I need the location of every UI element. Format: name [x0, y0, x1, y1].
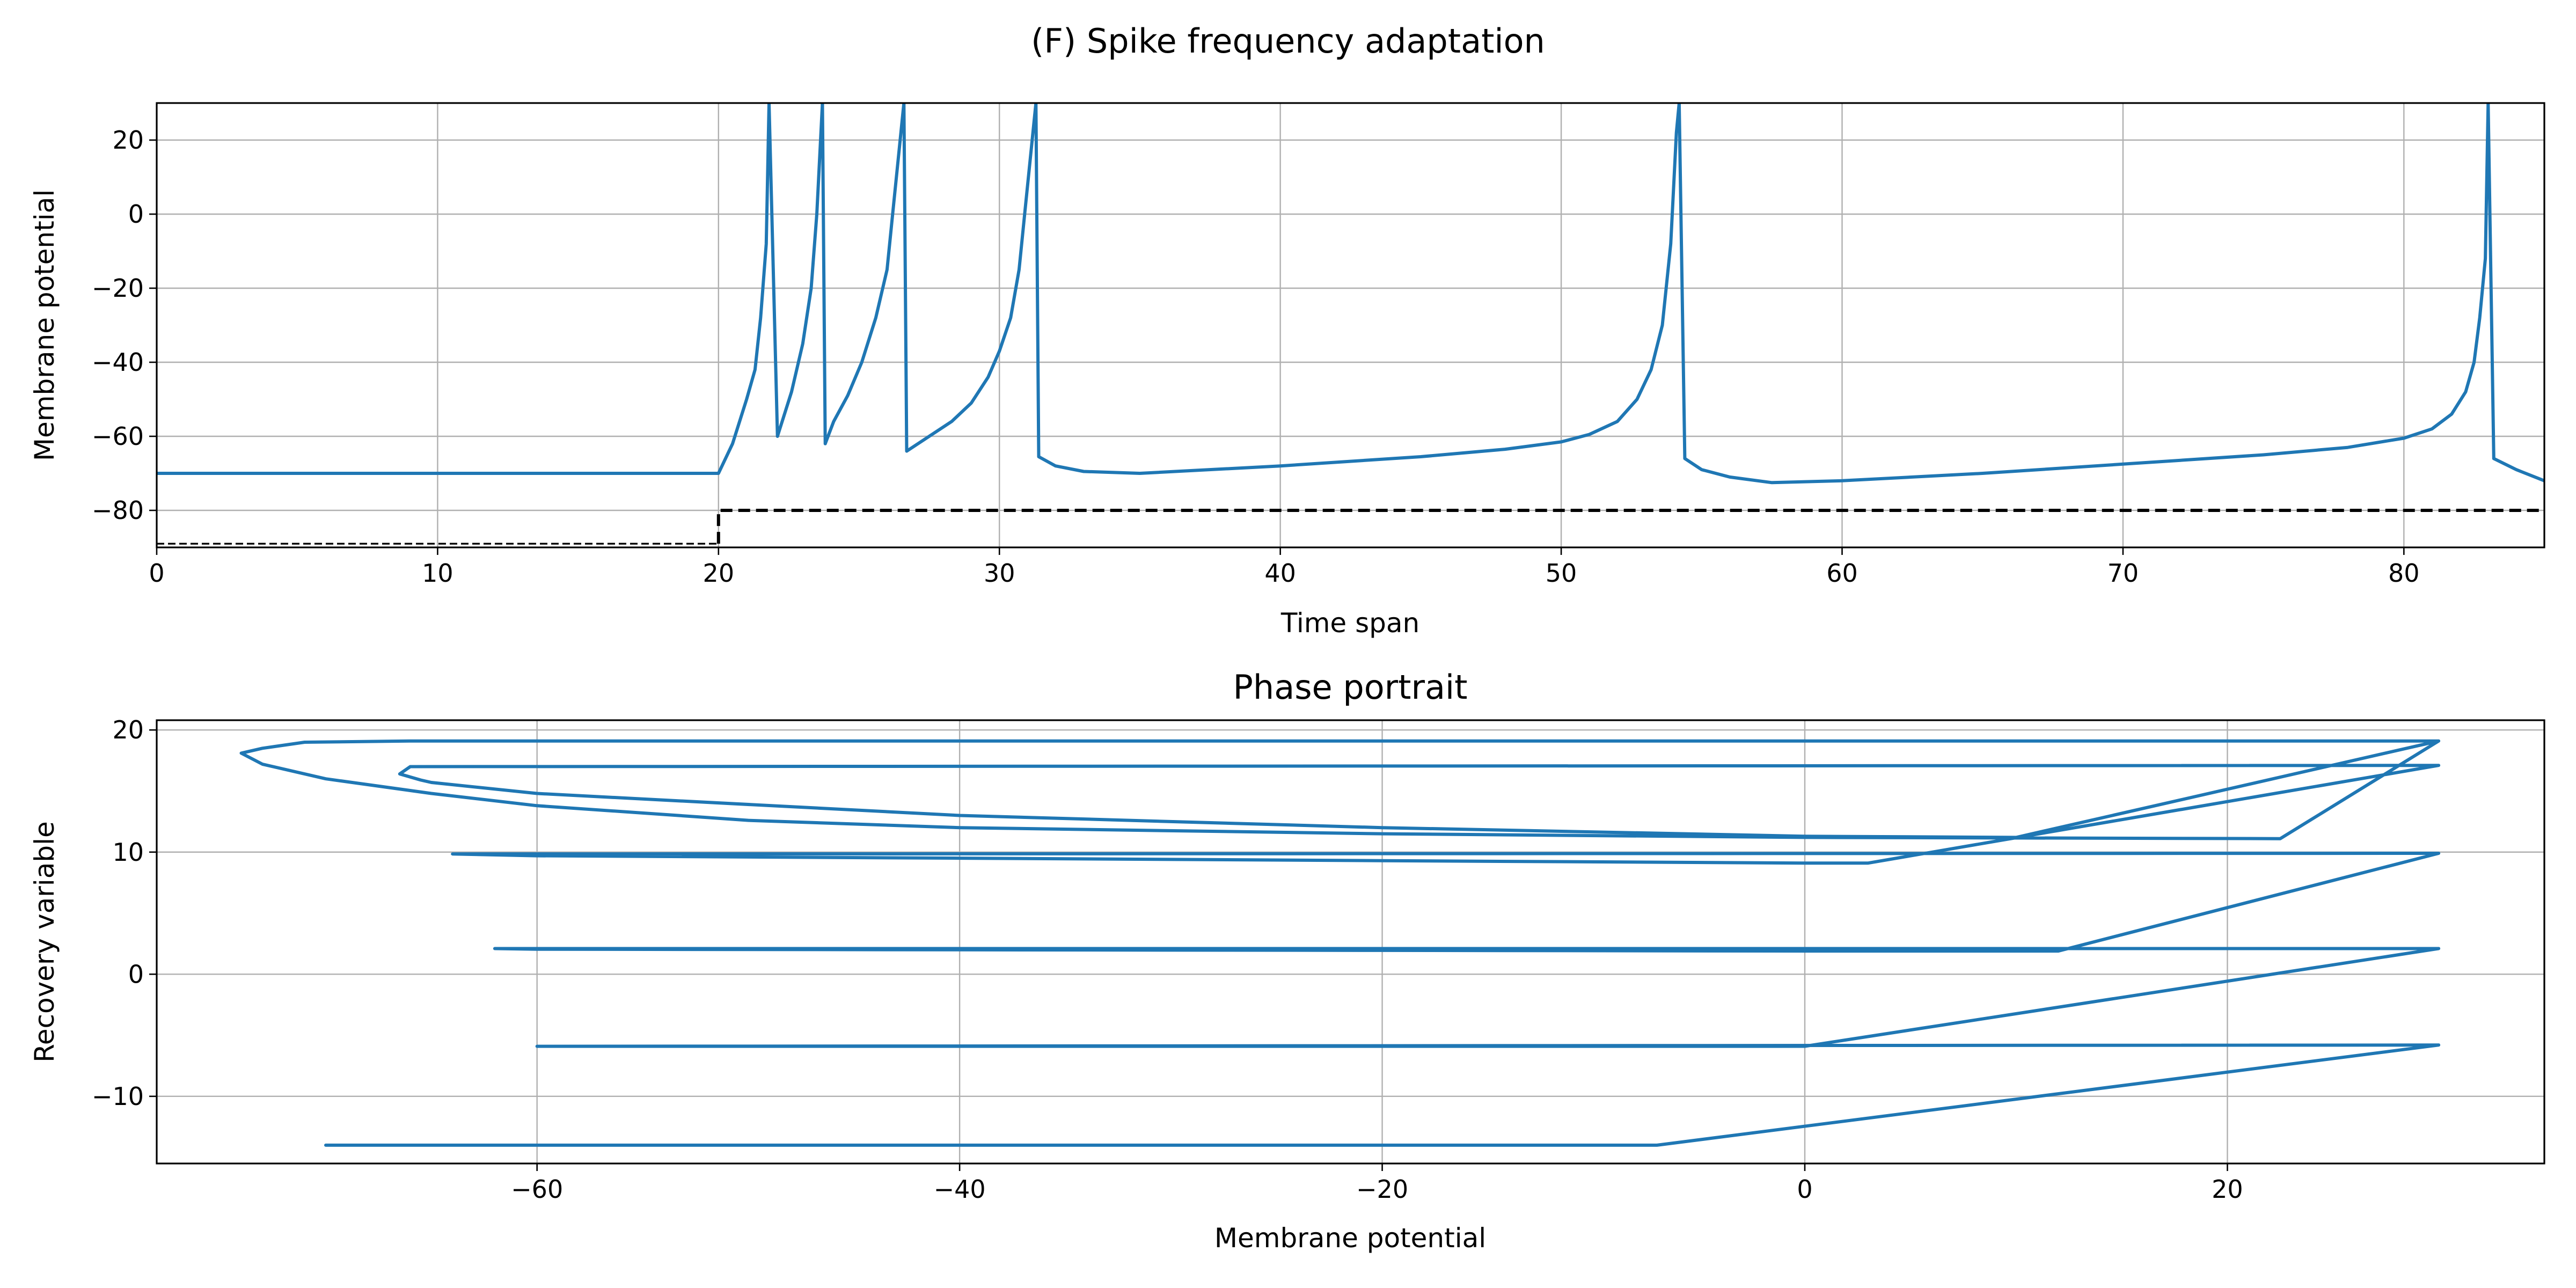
- time-y-axis-label: Membrane potential: [29, 189, 60, 461]
- time-x-tick-label: 80: [2388, 559, 2420, 588]
- time-stimulus-step: [716, 509, 2544, 544]
- phase-y-tick-label: 20: [112, 715, 144, 744]
- phase-axes-frame: [156, 719, 2545, 1165]
- phase-x-tick-label: −20: [1356, 1175, 1408, 1204]
- time-series-panel: 0 10 20 30 40 50 60 70 80 −80 −60 −40 −20 0 20 Time sp…: [29, 102, 2545, 639]
- time-x-tick-label: 0: [149, 559, 164, 588]
- time-x-tick-label: 70: [2107, 559, 2139, 588]
- time-x-tick-label: 50: [1546, 559, 1577, 588]
- time-trace-line: [157, 103, 2544, 485]
- phase-x-tick-label: 0: [1797, 1175, 1812, 1204]
- phase-x-tick-label: −60: [511, 1175, 563, 1204]
- time-y-tick-label: 20: [112, 126, 144, 155]
- time-y-tick-label: −20: [92, 274, 144, 303]
- time-x-tick-label: 40: [1264, 559, 1296, 588]
- phase-y-tick-label: 10: [112, 838, 144, 867]
- phase-y-tick-label: −10: [92, 1082, 144, 1111]
- phase-portrait-panel: Phase portrait −60 −40 −20 0 20 −10 0 10 20 Memb…: [29, 668, 2545, 1254]
- time-y-tick-label: 0: [128, 200, 144, 229]
- phase-portrait-title: Phase portrait: [1233, 668, 1468, 707]
- figure-title: (F) Spike frequency adaptation: [1031, 21, 1545, 61]
- phase-x-tick-label: 20: [2212, 1175, 2243, 1204]
- time-y-tick-label: −80: [92, 496, 144, 525]
- phase-y-axis-label: Recovery variable: [29, 821, 60, 1062]
- phase-x-axis-label: Membrane potential: [1214, 1223, 1486, 1254]
- time-ticks: 0 10 20 30 40 50 60 70 80 −80 −60 −40 −20 0 20: [92, 126, 2420, 588]
- time-series-lines: [157, 103, 2544, 545]
- time-x-tick-label: 20: [703, 559, 735, 588]
- phase-ticks: −60 −40 −20 0 20 −10 0 10 20: [92, 715, 2243, 1204]
- phase-y-tick-label: 0: [128, 960, 144, 989]
- phase-x-tick-label: −40: [934, 1175, 986, 1204]
- phase-trace-line: [239, 739, 2441, 1147]
- time-y-tick-label: −40: [92, 348, 144, 377]
- time-axes-frame: [156, 102, 2545, 548]
- time-x-tick-label: 30: [984, 559, 1015, 588]
- time-x-axis-label: Time span: [1280, 608, 1419, 639]
- time-y-tick-label: −60: [92, 422, 144, 451]
- time-x-tick-label: 10: [422, 559, 453, 588]
- time-x-tick-label: 60: [1826, 559, 1858, 588]
- phase-series-lines: [239, 739, 2441, 1147]
